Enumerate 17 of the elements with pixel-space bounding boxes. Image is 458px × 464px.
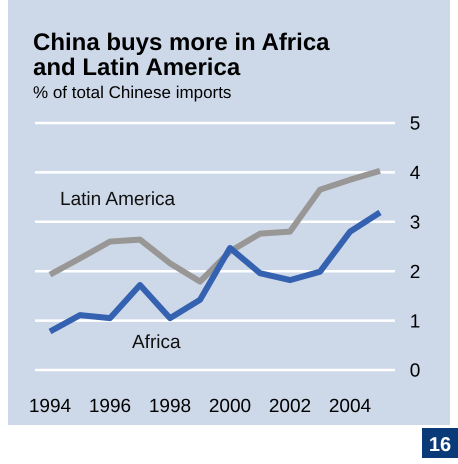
- y-tick-label: 2: [410, 262, 420, 283]
- x-tick-label: 1994: [28, 396, 72, 417]
- x-tick-label: 1998: [148, 396, 192, 417]
- y-tick-label: 1: [410, 311, 420, 332]
- x-tick-label: 2004: [328, 396, 372, 417]
- y-tick-label: 5: [410, 114, 420, 135]
- chart-subtitle: % of total Chinese imports: [33, 83, 232, 102]
- y-tick-label: 4: [410, 163, 421, 184]
- x-tick-label: 2002: [268, 396, 312, 417]
- series-label: Africa: [132, 332, 181, 353]
- x-tick-label: 1996: [88, 396, 132, 417]
- chart-title: China buys more in Africa and Latin America: [33, 29, 330, 81]
- y-tick-label: 3: [410, 212, 420, 234]
- text: Latin America: [60, 189, 176, 210]
- y-tick-label: 0: [410, 360, 420, 382]
- x-tick-label: 2000: [208, 396, 252, 417]
- text: 16: [428, 434, 452, 456]
